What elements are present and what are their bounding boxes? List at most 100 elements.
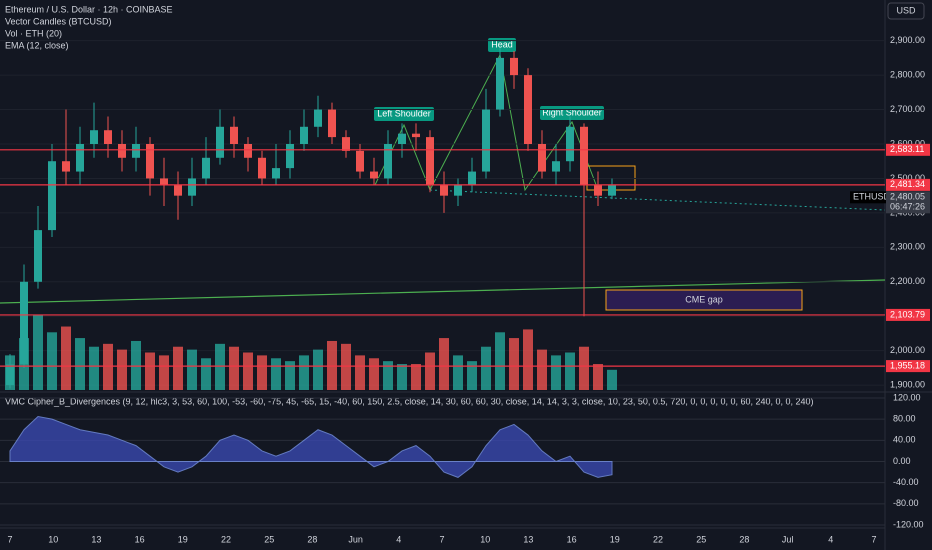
volume-bar bbox=[61, 326, 71, 390]
last-price: 2,480.05 bbox=[890, 192, 925, 202]
volume-bar bbox=[33, 315, 43, 390]
x-tick-label: 13 bbox=[523, 534, 533, 544]
candle-body bbox=[524, 75, 532, 144]
volume-bar bbox=[215, 343, 225, 390]
x-tick-label: 19 bbox=[178, 534, 188, 544]
candle-body bbox=[384, 144, 392, 179]
countdown: 06:47:26 bbox=[890, 202, 925, 212]
y-tick-label: 2,500.00 bbox=[890, 173, 925, 183]
currency-box[interactable] bbox=[887, 2, 925, 20]
y-tick-label: 1,900.00 bbox=[890, 379, 925, 389]
symbol: ETHUSD bbox=[853, 192, 891, 202]
candle-body bbox=[230, 126, 238, 144]
candle-body bbox=[594, 185, 602, 196]
x-tick-label: 25 bbox=[264, 534, 274, 544]
osc-tick-label: 40.00 bbox=[893, 435, 916, 445]
volume-bar bbox=[243, 352, 253, 390]
annotation-box bbox=[605, 289, 803, 311]
candle-body bbox=[566, 126, 574, 162]
volume-bar bbox=[145, 352, 155, 390]
volume-bar bbox=[551, 355, 561, 390]
osc-tick-label: -40.00 bbox=[893, 477, 919, 487]
volume-bar bbox=[75, 338, 85, 390]
volume-bar bbox=[495, 332, 505, 390]
level-tag bbox=[886, 178, 930, 191]
volume-bar bbox=[327, 340, 337, 390]
volume-bar bbox=[425, 352, 435, 390]
x-tick-label: 22 bbox=[221, 534, 231, 544]
volume-bar bbox=[355, 355, 365, 390]
candle-body bbox=[174, 185, 182, 196]
candle-body bbox=[48, 161, 56, 231]
volume-bar bbox=[383, 361, 393, 390]
x-tick-label: 10 bbox=[480, 534, 490, 544]
volume-bar bbox=[313, 349, 323, 390]
y-tick-label: 2,600.00 bbox=[890, 138, 925, 148]
last-price-tag bbox=[886, 191, 930, 214]
volume-bar bbox=[341, 343, 351, 390]
candle-body bbox=[216, 126, 224, 158]
x-tick-label: 7 bbox=[439, 534, 444, 544]
candle-body bbox=[300, 126, 308, 144]
x-tick-label: 4 bbox=[828, 534, 833, 544]
candle-body bbox=[202, 157, 210, 179]
candle-body bbox=[286, 144, 294, 169]
volume-bar bbox=[285, 361, 295, 390]
x-tick-label: 10 bbox=[48, 534, 58, 544]
y-tick-label: 2,300.00 bbox=[890, 242, 925, 252]
x-tick-label: 16 bbox=[567, 534, 577, 544]
x-tick-label: 7 bbox=[7, 534, 12, 544]
osc-tick-label: 0.00 bbox=[893, 456, 911, 466]
volume-bar bbox=[579, 346, 589, 390]
candle-body bbox=[356, 150, 364, 172]
volume-bar bbox=[565, 352, 575, 390]
candle-body bbox=[118, 144, 126, 158]
candle-body bbox=[90, 130, 98, 144]
candle-body bbox=[160, 178, 168, 186]
candle-body bbox=[412, 133, 420, 138]
x-tick-label: 4 bbox=[396, 534, 401, 544]
volume-bar bbox=[607, 369, 617, 390]
annotation: Right Shoulder bbox=[542, 107, 602, 117]
level-label: 2,583.11 bbox=[890, 144, 924, 154]
candle-body bbox=[552, 161, 560, 172]
candle-body bbox=[6, 364, 14, 386]
volume-bar bbox=[411, 364, 421, 390]
oscillator-title: VMC Cipher_B_Divergences (9, 12, hlc3, 3… bbox=[5, 396, 814, 406]
candle-body bbox=[482, 109, 490, 172]
chart-title: Ethereum / U.S. Dollar · 12h · COINBASE bbox=[5, 4, 173, 14]
volume-bar bbox=[257, 355, 267, 390]
candle-body bbox=[244, 144, 252, 158]
candle-body bbox=[440, 185, 448, 196]
osc-tick-label: -120.00 bbox=[893, 519, 924, 529]
volume-bar bbox=[173, 346, 183, 390]
y-tick-label: 2,000.00 bbox=[890, 345, 925, 355]
x-tick-label: 28 bbox=[307, 534, 317, 544]
x-tick-label: 13 bbox=[91, 534, 101, 544]
osc-tick-label: -80.00 bbox=[893, 498, 919, 508]
annotation: Head bbox=[491, 39, 513, 49]
indicator-name: EMA (12, close) bbox=[5, 40, 69, 50]
candle-body bbox=[76, 144, 84, 172]
candle-body bbox=[20, 281, 28, 365]
candle-body bbox=[510, 57, 518, 76]
x-tick-label: 7 bbox=[871, 534, 876, 544]
y-tick-label: 2,900.00 bbox=[890, 35, 925, 45]
currency[interactable]: USD bbox=[896, 5, 916, 15]
candle-body bbox=[496, 57, 504, 110]
candle-body bbox=[132, 144, 140, 158]
neckline bbox=[429, 189, 886, 211]
volume-bar bbox=[397, 364, 407, 390]
y-tick-label: 2,700.00 bbox=[890, 104, 925, 114]
candle-body bbox=[272, 168, 280, 179]
level-label: 2,103.79 bbox=[890, 309, 925, 319]
level-tag bbox=[886, 308, 930, 321]
volume-bar bbox=[439, 338, 449, 390]
volume-bar bbox=[159, 355, 169, 390]
candle-body bbox=[370, 171, 378, 179]
volume-bar bbox=[481, 346, 491, 390]
x-tick-label: 28 bbox=[739, 534, 749, 544]
candle-body bbox=[258, 157, 266, 179]
volume-bar bbox=[453, 355, 463, 390]
